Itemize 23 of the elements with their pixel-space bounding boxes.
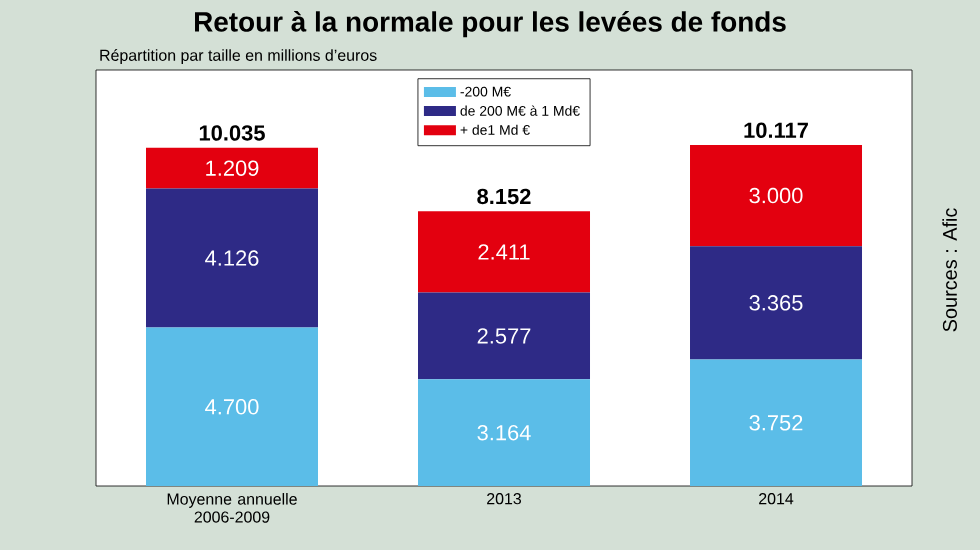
- bar: [146, 147, 318, 189]
- data-label: 2.411: [478, 244, 530, 260]
- total-label: 10.035: [199, 125, 265, 141]
- bar: [418, 292, 591, 380]
- bar: [690, 145, 863, 247]
- data-label: 4.700: [205, 399, 259, 415]
- bar: [146, 188, 318, 328]
- total-label: 10.117: [744, 122, 808, 138]
- source-note: Sources : Afic: [942, 208, 957, 332]
- bar: [418, 379, 591, 486]
- bar: [690, 246, 863, 360]
- total-label: 8.152: [477, 188, 531, 205]
- data-label: 2.577: [477, 328, 531, 344]
- data-label: 3.752: [749, 415, 803, 431]
- data-label: 4.126: [205, 250, 259, 266]
- chart-title: Retour à la normale pour les levées de fonds: [195, 11, 786, 38]
- data-label: 3.000: [749, 187, 803, 204]
- data-label: 3.365: [749, 295, 803, 311]
- data-label: 3.164: [477, 424, 531, 441]
- bar: [418, 211, 591, 293]
- bar: [146, 327, 318, 486]
- bar: [690, 359, 863, 486]
- data-label: 1.209: [206, 160, 259, 176]
